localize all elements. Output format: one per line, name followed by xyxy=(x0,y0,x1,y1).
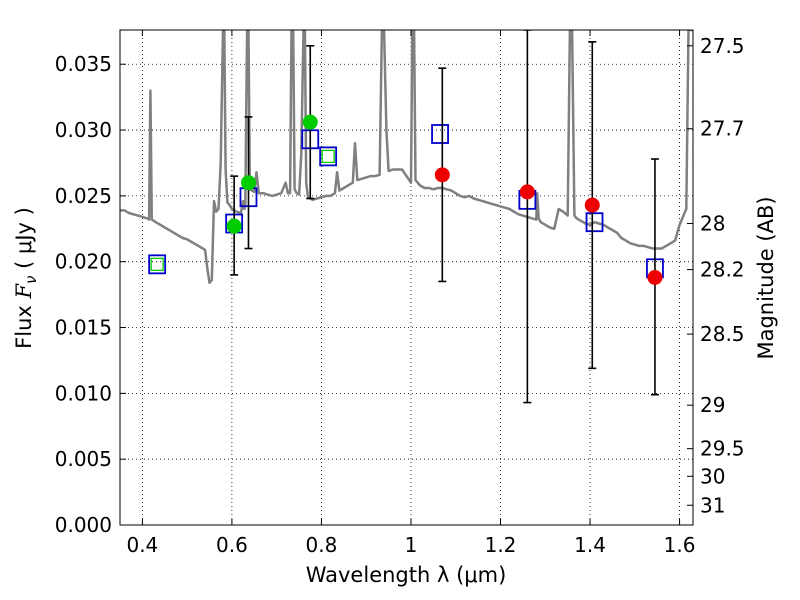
observed-point-red xyxy=(584,197,600,213)
x-tick-label: 0.8 xyxy=(306,533,338,557)
plot-area xyxy=(120,30,693,404)
y-axis-label-symbol: F xyxy=(12,283,36,300)
y-tick-label: 0.015 xyxy=(55,316,112,340)
y2-tick-label: 29 xyxy=(700,393,725,417)
y-tick-label: 0.035 xyxy=(55,52,112,76)
model-flux-box xyxy=(431,124,449,144)
observed-point-green xyxy=(240,175,256,191)
x-tick-label: 1.6 xyxy=(664,533,696,557)
x-tick-label: 0.4 xyxy=(126,533,158,557)
model-flux-box xyxy=(319,146,338,167)
y-tick-label: 0.020 xyxy=(55,250,112,274)
template-spectrum-line xyxy=(120,30,693,285)
y-tick-label: 0.030 xyxy=(55,118,112,142)
x-tick-label: 1 xyxy=(405,533,418,557)
y2-axis-label: Magnitude (AB) xyxy=(754,196,778,359)
model-flux-box-inner xyxy=(321,149,335,164)
grid xyxy=(120,30,693,526)
model-flux-box-inner xyxy=(150,257,164,271)
observed-point-green xyxy=(226,218,242,234)
y-tick-label: 0.010 xyxy=(55,381,112,405)
model-flux-box xyxy=(585,212,604,233)
y2-tick-label: 31 xyxy=(700,493,725,517)
y-tick-label: 0.025 xyxy=(55,184,112,208)
y-axis-label-subscript: ν xyxy=(22,276,40,284)
x-axis-label: Wavelength λ (μm) xyxy=(306,563,507,587)
observed-point-green xyxy=(302,114,318,130)
x-tick-label: 0.6 xyxy=(216,533,248,557)
y2-tick-label: 30 xyxy=(700,464,725,488)
x-tick-label: 1.4 xyxy=(574,533,606,557)
model-flux-box xyxy=(148,254,167,275)
y-axis-label-text: Flux xyxy=(12,299,36,349)
y2-tick-label: 28.2 xyxy=(700,258,745,282)
observed-point-red xyxy=(647,270,663,285)
x-tick-label: 1.2 xyxy=(485,533,517,557)
observed-point-red xyxy=(434,167,450,183)
y-tick-label: 0.000 xyxy=(55,513,112,537)
y2-tick-label: 27.5 xyxy=(700,34,745,58)
y2-tick-label: 28 xyxy=(700,212,725,236)
observed-point-red xyxy=(519,184,535,200)
plot-frame xyxy=(119,29,694,526)
y2-tick-label: 27.7 xyxy=(700,117,745,141)
y-axis-label-unit: ( μJy ) xyxy=(12,207,36,275)
y-axis-label: Flux Fν ( μJy ) xyxy=(12,207,40,349)
y2-tick-label: 29.5 xyxy=(700,437,745,461)
y-tick-label: 0.005 xyxy=(55,447,112,471)
axis-ticks: 0.4 0.6 0.8 1 1.2 1.4 1.6 0.000 0.005 0.010 0.015 0… xyxy=(55,30,745,557)
y2-tick-label: 28.5 xyxy=(700,322,745,346)
